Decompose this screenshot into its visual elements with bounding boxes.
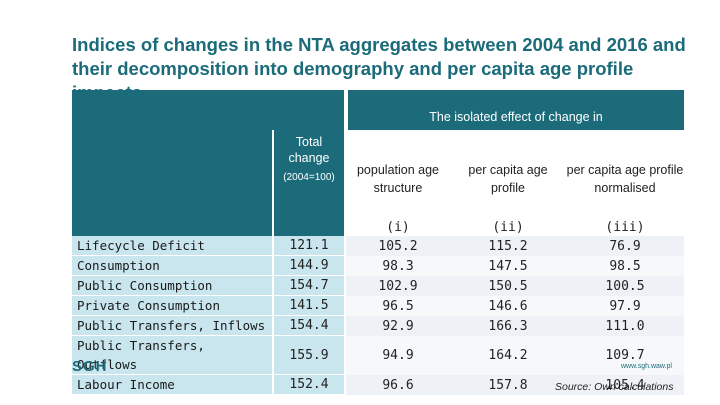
- population-value: 102.9: [346, 276, 450, 296]
- header-total-change: Total change (2004=100): [274, 130, 346, 218]
- total-value: 144.9: [274, 256, 346, 276]
- header-blank: [72, 90, 346, 130]
- per-capita-value: 157.8: [450, 375, 566, 395]
- per-capita-value: 164.2: [450, 336, 566, 375]
- header-total-base: (2004=100): [283, 172, 335, 183]
- header-isolated-effect: The isolated effect of change in: [346, 90, 684, 130]
- total-value: 154.7: [274, 276, 346, 296]
- nta-table-container: The isolated effect of change in Total c…: [72, 90, 684, 395]
- row-label: Labour Income: [72, 375, 274, 395]
- population-value: 94.9: [346, 336, 450, 375]
- population-value: 92.9: [346, 316, 450, 336]
- table-row: Lifecycle Deficit 121.1 105.2 115.2 76.9: [72, 236, 684, 256]
- population-value: 105.2: [346, 236, 450, 256]
- total-value: 152.4: [274, 375, 346, 395]
- normalised-value: 109.7: [566, 336, 684, 375]
- header-normalised: per capita age profile normalised: [566, 130, 684, 218]
- normalised-value: 100.5: [566, 276, 684, 296]
- header-label-blank: [72, 130, 274, 218]
- slide-title: Indices of changes in the NTA aggregates…: [72, 34, 686, 93]
- normalised-value: 97.9: [566, 296, 684, 316]
- roman-ii: (ii): [492, 219, 524, 235]
- total-value: 121.1: [274, 236, 346, 256]
- row-label: Public Transfers, Outflows: [72, 336, 274, 375]
- row-label: Lifecycle Deficit: [72, 236, 274, 256]
- table-row: Consumption 144.9 98.3 147.5 98.5: [72, 256, 684, 276]
- table-row: Public Consumption 154.7 102.9 150.5 100…: [72, 276, 684, 296]
- row-label: Public Transfers, Inflows: [72, 316, 274, 336]
- per-capita-value: 115.2: [450, 236, 566, 256]
- row-label: Private Consumption: [72, 296, 274, 316]
- normalised-value: 105.4: [566, 375, 684, 395]
- header-population: population age structure: [346, 130, 450, 218]
- header-total-label: Total change: [288, 135, 330, 165]
- per-capita-value: 150.5: [450, 276, 566, 296]
- table-row: Public Transfers, Outflows 155.9 94.9 16…: [72, 336, 684, 375]
- nta-indices-table: The isolated effect of change in Total c…: [72, 90, 684, 395]
- population-value: 96.6: [346, 375, 450, 395]
- website-link[interactable]: www.sgh.waw.pl: [621, 363, 672, 370]
- roman-blank-label: [72, 218, 274, 236]
- per-capita-value: 147.5: [450, 256, 566, 276]
- normalised-value: 76.9: [566, 236, 684, 256]
- source-note: Source: Own calculations: [555, 381, 674, 393]
- population-value: 98.3: [346, 256, 450, 276]
- population-value: 96.5: [346, 296, 450, 316]
- roman-i: (i): [386, 219, 410, 235]
- normalised-value: 98.5: [566, 256, 684, 276]
- row-label: Consumption: [72, 256, 274, 276]
- sgh-logo: SGH: [72, 358, 108, 375]
- roman-blank-total: [274, 218, 346, 236]
- per-capita-value: 146.6: [450, 296, 566, 316]
- table-row: Private Consumption 141.5 96.5 146.6 97.…: [72, 296, 684, 316]
- per-capita-value: 166.3: [450, 316, 566, 336]
- header-per-capita: per capita age profile: [450, 130, 566, 218]
- table-row: Public Transfers, Inflows 154.4 92.9 166…: [72, 316, 684, 336]
- normalised-value: 111.0: [566, 316, 684, 336]
- total-value: 154.4: [274, 316, 346, 336]
- total-value: 155.9: [274, 336, 346, 375]
- table-row: Labour Income 152.4 96.6 157.8 105.4: [72, 375, 684, 395]
- row-label: Public Consumption: [72, 276, 274, 296]
- roman-iii: (iii): [605, 219, 645, 235]
- total-value: 141.5: [274, 296, 346, 316]
